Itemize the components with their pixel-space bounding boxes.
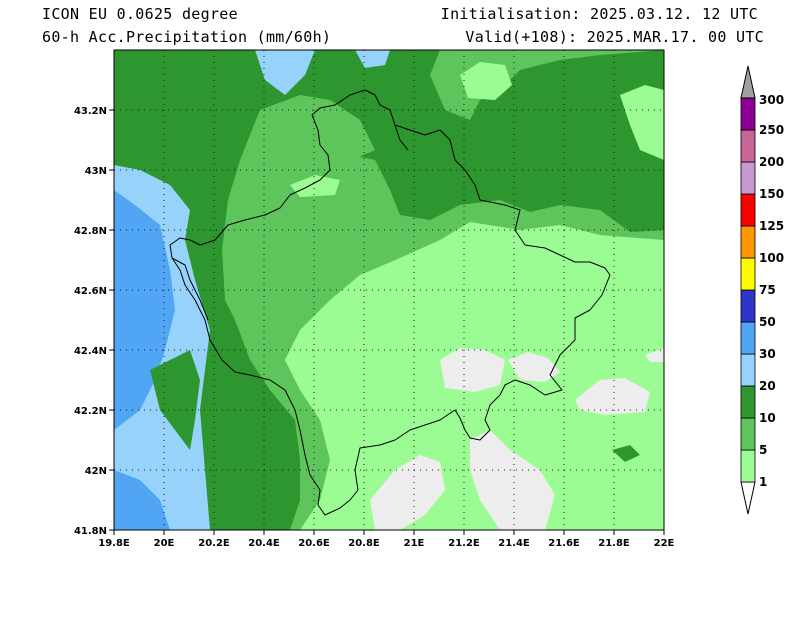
lat-labels: 41.8N 42N 42.2N 42.4N 42.6N 42.8N 43N 43… — [74, 106, 107, 537]
colorbar-swatch — [740, 97, 756, 131]
precip-none-area — [508, 352, 560, 382]
axis-ticks — [109, 109, 665, 535]
regional-border — [171, 257, 209, 321]
precip-blue-area — [114, 190, 175, 430]
precip-light-patch — [290, 175, 340, 197]
lon-tick-label: 21.6E — [548, 538, 580, 549]
lon-tick-label: 20.6E — [298, 538, 330, 549]
precip-dark-patch — [150, 350, 200, 450]
colorbar-swatch — [740, 289, 756, 323]
colorbar-label: 100 — [759, 251, 784, 265]
colorbar-swatch — [740, 257, 756, 291]
lat-tick-label: 41.8N — [74, 526, 107, 537]
colorbar-label: 1 — [759, 475, 767, 489]
lat-tick-label: 42N — [85, 466, 107, 477]
precip-lightblue-patch — [355, 50, 390, 68]
lon-tick-label: 21E — [404, 538, 425, 549]
precip-dark-patch — [612, 445, 640, 462]
colorbar-swatch — [740, 225, 756, 259]
colorbar-label: 300 — [759, 93, 784, 107]
valid-time: Valid(+108): 2025.MAR.17. 00 UTC — [465, 28, 764, 46]
precip-blue-area — [114, 470, 170, 530]
lat-tick-label: 43.2N — [74, 106, 107, 117]
regional-border — [394, 124, 409, 151]
colorbar-label: 30 — [759, 347, 776, 361]
colorbar-label: 10 — [759, 411, 776, 425]
lat-tick-label: 42.2N — [74, 406, 107, 417]
lon-tick-label: 21.2E — [448, 538, 480, 549]
precip-dark-patch — [265, 470, 300, 510]
colorbar-swatch — [740, 417, 756, 451]
country-borders — [169, 89, 611, 516]
lon-tick-label: 20E — [154, 538, 175, 549]
precip-none-area — [440, 348, 505, 392]
lat-tick-label: 42.4N — [74, 346, 107, 357]
init-time: Initialisation: 2025.03.12. 12 UTC — [440, 5, 758, 23]
precip-none-area — [645, 348, 664, 362]
precip-none-area — [370, 455, 445, 530]
lon-tick-label: 22E — [654, 538, 675, 549]
colorbar-swatch — [740, 129, 756, 163]
precip-lightblue-patch — [255, 50, 315, 95]
colorbar-swatch — [740, 449, 756, 483]
colorbar-labels: 1 5 10 20 30 50 75 100 125 150 200 250 3… — [759, 93, 784, 489]
colorbar-under-arrow — [740, 481, 756, 515]
colorbar-label: 200 — [759, 155, 784, 169]
precip-none-area — [575, 378, 650, 415]
precip-none-area — [470, 430, 555, 530]
colorbar-label: 20 — [759, 379, 776, 393]
precip-ridge-area — [222, 95, 375, 330]
lon-tick-label: 21.4E — [498, 538, 530, 549]
lat-tick-label: 42.6N — [74, 286, 107, 297]
colorbar-label: 75 — [759, 283, 776, 297]
map-gridlines — [114, 50, 664, 530]
precip-light-patch — [620, 85, 664, 160]
precip-field — [114, 50, 664, 530]
colorbar-swatch — [740, 353, 756, 387]
model-title: ICON EU 0.0625 degree — [42, 5, 238, 23]
colorbar-label: 250 — [759, 123, 784, 137]
lon-labels: 19.8E 20E 20.2E 20.4E 20.6E 20.8E 21E 21… — [98, 538, 674, 549]
lat-tick-label: 42.8N — [74, 226, 107, 237]
colorbar-swatch — [740, 385, 756, 419]
colorbar-label: 125 — [759, 219, 784, 233]
lat-tick-label: 43N — [85, 166, 107, 177]
lon-tick-label: 20.4E — [248, 538, 280, 549]
lon-tick-label: 19.8E — [98, 538, 130, 549]
colorbar-label: 150 — [759, 187, 784, 201]
precip-light-patch — [460, 62, 512, 100]
kosovo-border — [169, 89, 611, 516]
field-title: 60-h Acc.Precipitation (mm/60h) — [42, 28, 332, 46]
colorbar-label: 50 — [759, 315, 776, 329]
lon-tick-label: 21.8E — [598, 538, 630, 549]
colorbar-swatch — [740, 161, 756, 195]
colorbar-swatch — [740, 193, 756, 227]
colorbar-label: 5 — [759, 443, 767, 457]
colorbar: 1 5 10 20 30 50 75 100 125 150 200 250 3… — [740, 65, 784, 515]
colorbar-over-arrow — [740, 65, 756, 99]
lon-tick-label: 20.2E — [198, 538, 230, 549]
colorbar-swatch — [740, 321, 756, 355]
lon-tick-label: 20.8E — [348, 538, 380, 549]
